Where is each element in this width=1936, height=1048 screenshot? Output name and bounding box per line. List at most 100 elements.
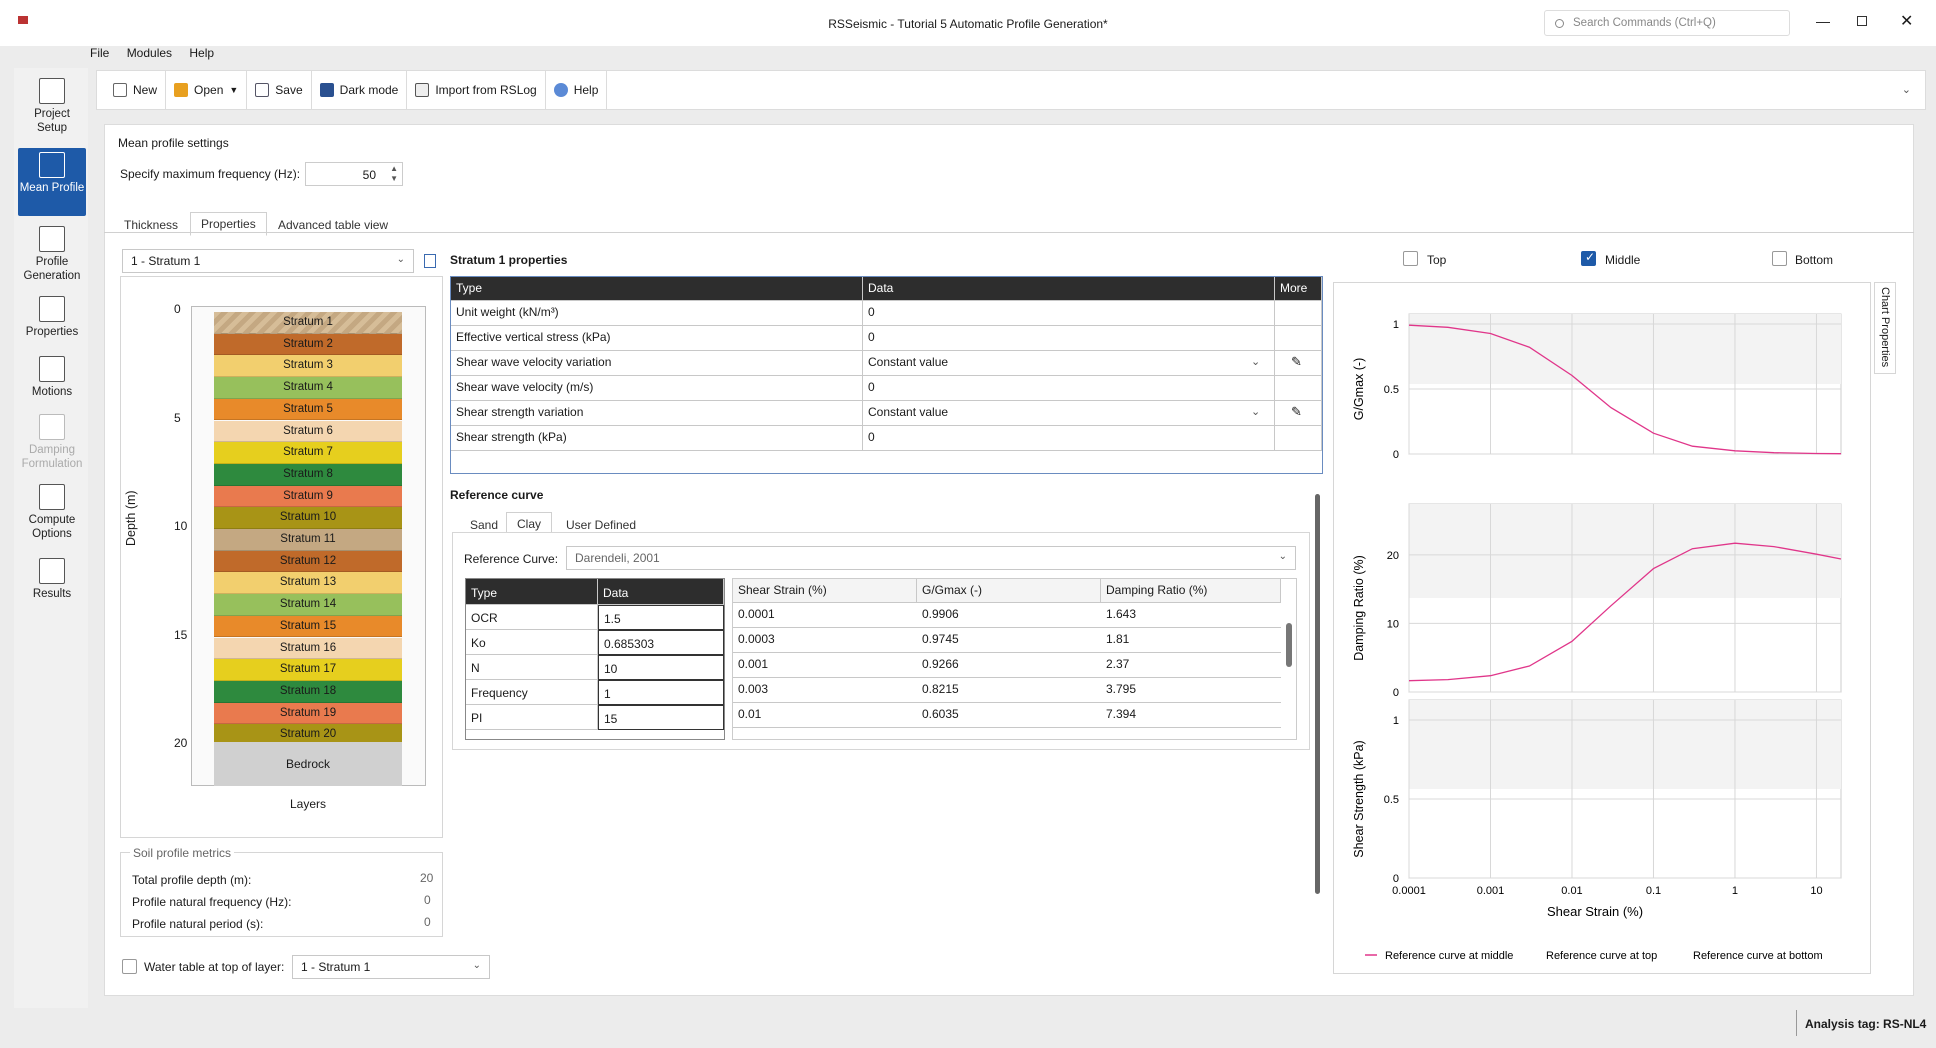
ref-table-cell: 1.81 (1101, 628, 1281, 653)
nav-mean-profile[interactable]: Mean Profile (18, 148, 86, 216)
nav-profile-generation[interactable]: Profile Generation (18, 222, 86, 290)
prop-data-cell[interactable]: Constant value (863, 401, 1275, 426)
center-scrollbar[interactable] (1314, 484, 1322, 950)
param-value-cell[interactable]: 10 (598, 655, 724, 680)
legend-item[interactable]: Reference curve at top (1546, 950, 1657, 962)
stratum-layer[interactable]: Stratum 1 (214, 312, 402, 334)
stratum-layer[interactable]: Stratum 15 (214, 615, 402, 638)
toolbar: New Open ▼ Save Dark mode Import from RSL… (96, 70, 1926, 110)
tab-thickness[interactable]: Thickness (124, 218, 179, 232)
y-tick-label: 0 (1393, 687, 1399, 699)
water-table-select[interactable]: 1 - Stratum 1 ⌄ (292, 955, 490, 979)
close-button[interactable]: ✕ (1900, 13, 1914, 30)
nav-properties[interactable]: Properties (18, 292, 86, 348)
param-value-cell[interactable]: 1.5 (598, 605, 724, 630)
copy-icon[interactable] (424, 254, 436, 268)
stratum-layer[interactable]: Stratum 6 (214, 420, 402, 443)
middle-curve-line (1408, 324, 1842, 455)
chevron-down-icon[interactable]: ⌄ (1251, 406, 1261, 418)
table-scrollbar[interactable] (1284, 607, 1294, 737)
nav-compute-options[interactable]: Compute Options (18, 480, 86, 550)
reference-curve-label: Reference Curve: (464, 552, 559, 566)
tab-advanced-table-view[interactable]: Advanced table view (278, 218, 389, 232)
stratum-layer[interactable]: Stratum 11 (214, 529, 402, 551)
param-type-cell: Ko (466, 630, 598, 655)
prop-data-cell[interactable]: 0 (863, 326, 1275, 351)
import-icon (415, 83, 430, 97)
stratum-layer[interactable]: Stratum 19 (214, 702, 402, 725)
params-header-data: Data (598, 579, 724, 605)
prop-data-cell[interactable]: 0 (863, 376, 1275, 401)
prop-data-cell[interactable]: 0 (863, 301, 1275, 326)
save-icon (255, 83, 270, 97)
param-value-cell[interactable]: 0.685303 (598, 630, 724, 655)
search-box[interactable]: Search Commands (Ctrl+Q) (1544, 10, 1790, 36)
stratum-layer[interactable]: Stratum 17 (214, 659, 402, 681)
prop-more-cell (1275, 401, 1322, 426)
prop-more-cell (1275, 376, 1322, 401)
bottom-checkbox[interactable] (1772, 251, 1787, 266)
middle-checkbox[interactable]: ✓ (1581, 250, 1596, 266)
edit-icon[interactable]: ✎ (1291, 404, 1302, 419)
nav-motions[interactable]: Motions (18, 352, 86, 408)
x-tick-label: 0.01 (1561, 885, 1582, 897)
minimize-button[interactable]: — (1816, 13, 1830, 29)
stratum-layer[interactable]: Stratum 2 (214, 333, 402, 356)
prop-data-cell[interactable]: 0 (863, 426, 1275, 451)
import-rslog-button[interactable]: Import from RSLog (407, 70, 546, 110)
stratum-layer[interactable]: Stratum 16 (214, 637, 402, 660)
chart-properties-tab[interactable]: Chart Properties (1874, 282, 1896, 374)
dark-mode-button[interactable]: Dark mode (312, 70, 408, 110)
prop-data-cell[interactable]: Constant value (863, 351, 1275, 376)
stratum-layer[interactable]: Stratum 14 (214, 594, 402, 616)
legend-item[interactable]: Reference curve at bottom (1693, 950, 1823, 962)
param-type-cell: N (466, 655, 598, 680)
stratum-layer[interactable]: Stratum 5 (214, 398, 402, 421)
reference-curve-select[interactable]: Darendeli, 2001 ⌄ (566, 546, 1296, 570)
water-table-checkbox[interactable] (122, 959, 137, 974)
new-button[interactable]: New (105, 70, 167, 110)
new-icon (113, 83, 127, 97)
x-tick-label: 1 (1732, 885, 1738, 897)
param-value-cell[interactable]: 1 (598, 680, 724, 705)
save-button[interactable]: Save (247, 70, 312, 110)
nav-results[interactable]: Results (18, 554, 86, 610)
chevron-down-icon[interactable]: ⌄ (1251, 356, 1261, 368)
ref-header-ggmax: G/Gmax (-) (917, 579, 1101, 603)
expand-toolbar-icon[interactable]: ⌄ (1901, 84, 1911, 96)
ref-table-cell: 0.0003 (733, 628, 917, 653)
menu-help[interactable]: Help (189, 46, 215, 60)
stratum-layer[interactable]: Stratum 7 (214, 442, 402, 464)
stratum-layer[interactable]: Stratum 8 (214, 463, 402, 486)
stratum-layer[interactable]: Stratum 13 (214, 572, 402, 595)
param-type-cell: OCR (466, 605, 598, 630)
stratum-layer[interactable]: Stratum 9 (214, 485, 402, 508)
param-value-cell[interactable]: 15 (598, 705, 724, 730)
middle-checkbox-label: Middle (1605, 253, 1641, 267)
open-button[interactable]: Open ▼ (166, 70, 248, 110)
props-header-more: More (1275, 277, 1322, 301)
restore-button[interactable] (1857, 16, 1867, 26)
tab-clay[interactable]: Clay (506, 512, 553, 536)
stratum-layer[interactable]: Stratum 10 (214, 507, 402, 529)
y-tick-label: 10 (1387, 618, 1399, 630)
stratum-layer[interactable]: Stratum 18 (214, 680, 402, 703)
ref-table-cell: 0.9266 (917, 653, 1101, 678)
stratum-layer[interactable]: Stratum 12 (214, 550, 402, 573)
ref-header-strain: Shear Strain (%) (733, 579, 917, 603)
tab-user-defined[interactable]: User Defined (566, 518, 637, 532)
edit-icon[interactable]: ✎ (1291, 354, 1302, 369)
menu-modules[interactable]: Modules (126, 46, 173, 60)
top-checkbox[interactable] (1403, 251, 1418, 266)
max-frequency-input[interactable]: 50 ▲ ▼ (305, 162, 403, 186)
menu-bar: File Modules Help (90, 46, 228, 68)
stratum-select[interactable]: 1 - Stratum 1 ⌄ (122, 249, 414, 273)
nav-project-setup[interactable]: Project Setup (18, 74, 86, 144)
help-button[interactable]: Help (546, 70, 608, 110)
stepper-icon[interactable]: ▲ ▼ (390, 164, 398, 183)
legend-item[interactable]: Reference curve at middle (1385, 950, 1513, 962)
menu-file[interactable]: File (90, 46, 110, 60)
tab-sand[interactable]: Sand (470, 518, 499, 532)
stratum-layer[interactable]: Stratum 3 (214, 355, 402, 378)
stratum-layer[interactable]: Stratum 4 (214, 377, 402, 399)
